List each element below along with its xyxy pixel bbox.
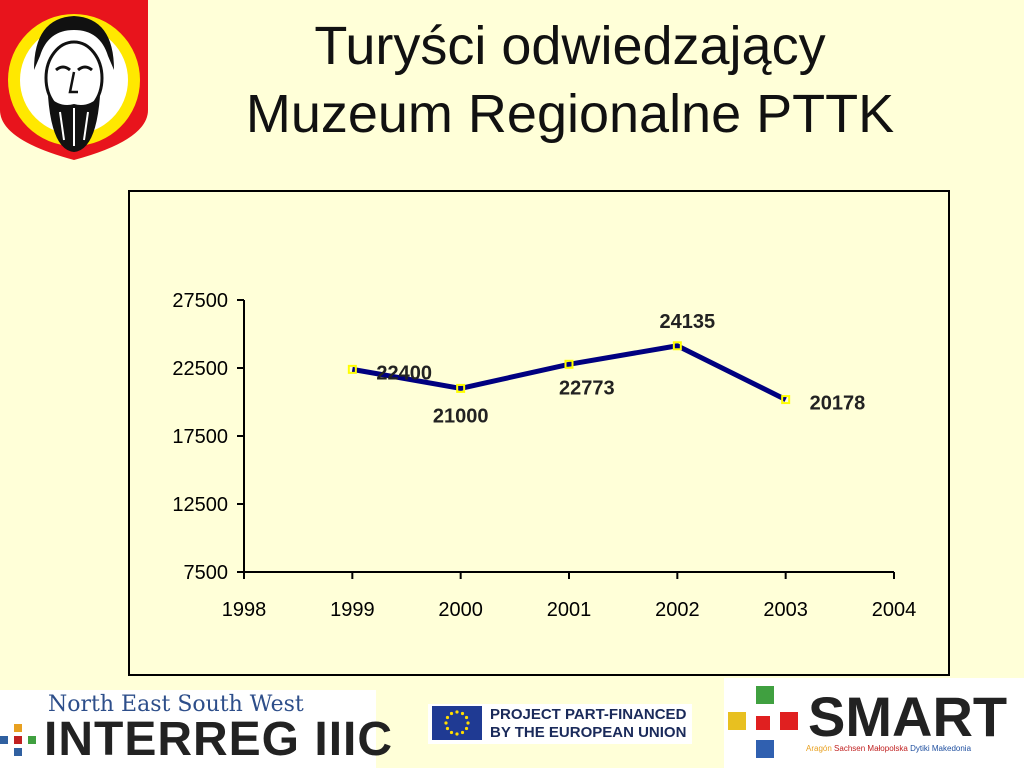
interreg-name: INTERREG IIIC: [44, 713, 394, 766]
title-line-2: Muzeum Regionalne PTTK: [245, 84, 895, 144]
y-tick-label: 27500: [172, 290, 228, 312]
region-aragon: Aragón: [806, 744, 832, 753]
y-tick-label: 17500: [172, 426, 228, 448]
data-label: 24135: [660, 311, 716, 333]
y-tick-label: 12500: [172, 494, 228, 516]
data-point: [672, 341, 682, 351]
region-sachsen: Sachsen: [834, 744, 866, 753]
eu-line-1: PROJECT PART-FINANCED: [490, 706, 687, 723]
title-line-1: Turyści odwiedzający: [314, 16, 826, 76]
smart-squares-icon: [728, 686, 798, 758]
page-title: Turyści odwiedzający Muzeum Regionalne P…: [170, 12, 970, 148]
smart-logo: SMART Aragón Sachsen Małopolska Dytiki M…: [724, 678, 1024, 768]
data-label: 22773: [559, 377, 615, 399]
y-tick-label: 22500: [172, 358, 228, 380]
eu-line-2: BY THE EUROPEAN UNION: [490, 724, 687, 741]
eu-flag-icon: [432, 706, 482, 740]
interreg-logo: North East South West INTERREG IIIC: [0, 690, 392, 768]
region-malopolska: Małopolska: [867, 744, 908, 753]
line-chart: 27500 22500 17500 12500 7500 1998 1999 2000 2001…: [172, 290, 917, 621]
x-tick-label: 2001: [547, 599, 592, 621]
region-dytiki: Dytiki Makedonia: [910, 744, 972, 753]
x-tick-label: 2003: [763, 599, 808, 621]
x-tick-label: 2002: [655, 599, 700, 621]
interreg-squares-icon: [0, 724, 36, 756]
data-point: [347, 364, 357, 374]
data-point: [564, 359, 574, 369]
data-point: [456, 383, 466, 393]
data-point: [781, 395, 791, 405]
chart-area: 27500 22500 17500 12500 7500 1998 1999 2000 2001…: [128, 190, 950, 676]
smart-regions: Aragón Sachsen Małopolska Dytiki Makedon…: [806, 744, 971, 753]
data-label: 20178: [810, 393, 866, 415]
y-tick-label: 7500: [184, 562, 229, 584]
x-tick-label: 2004: [872, 599, 917, 621]
interreg-region: North East South West: [48, 692, 304, 717]
series-line: [351, 343, 787, 402]
eu-text: PROJECT PART-FINANCED BY THE EUROPEAN UN…: [490, 706, 686, 742]
x-tick-label: 2000: [438, 599, 483, 621]
data-label: 22400: [376, 362, 432, 384]
data-label: 21000: [433, 405, 489, 427]
eu-logo: PROJECT PART-FINANCED BY THE EUROPEAN UN…: [428, 704, 692, 744]
x-tick-label: 1999: [330, 599, 375, 621]
smart-name: SMART: [808, 685, 1008, 748]
x-tick-label: 1998: [222, 599, 267, 621]
coat-of-arms-icon: [0, 0, 148, 160]
